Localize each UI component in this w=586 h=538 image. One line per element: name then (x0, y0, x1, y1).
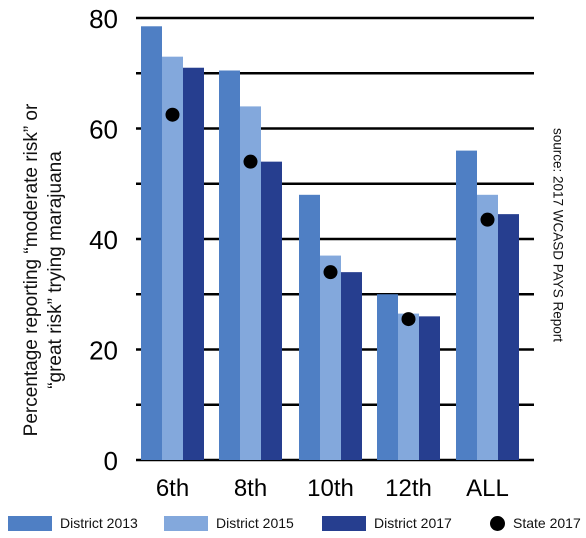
y-axis-label-line-1: Percentage reporting “moderate risk” or (21, 103, 42, 437)
legend-swatch-district-2013 (8, 515, 52, 531)
source-text: source: 2017 WCASD PAYS Report (550, 127, 566, 343)
y-tick-label-60: 60 (89, 115, 118, 145)
legend: District 2013 District 2015 District 201… (0, 510, 586, 536)
marker-state-2017-10th (323, 265, 338, 280)
y-tick-label-80: 80 (89, 4, 118, 34)
legend-label-district-2017: District 2017 (374, 515, 452, 531)
bar-10th-district-2015 (320, 255, 341, 460)
y-axis-label: Percentage reporting “moderate risk” or … (21, 90, 66, 450)
x-tick-label-12th: 12th (385, 475, 432, 502)
legend-label-district-2013: District 2013 (60, 515, 138, 531)
bar-all-district-2013 (456, 150, 477, 460)
legend-marker-state-2017 (490, 515, 505, 531)
source-note: source: 2017 WCASD PAYS Report (548, 100, 568, 370)
legend-item-state-2017: State 2017 (490, 510, 581, 536)
bar-chart: 0 20 40 60 80 6th 8th 10th 12th ALL (89, 4, 534, 502)
legend-label-state-2017: State 2017 (513, 515, 581, 531)
bars (141, 26, 519, 461)
y-tick-label-40: 40 (89, 225, 118, 255)
legend-item-district-2017: District 2017 (322, 510, 452, 536)
x-tick-label-8th: 8th (234, 475, 267, 502)
bar-12th-district-2013 (377, 294, 398, 460)
bar-6th-district-2013 (141, 26, 162, 460)
y-tick-label-0: 0 (104, 446, 118, 476)
legend-item-district-2015: District 2015 (164, 510, 294, 536)
legend-swatch-district-2017 (322, 515, 366, 531)
marker-state-2017-12th (401, 312, 416, 327)
legend-item-district-2013: District 2013 (8, 510, 138, 536)
marker-state-2017-8th (243, 154, 258, 169)
legend-swatch-district-2015 (164, 515, 208, 531)
legend-label-district-2015: District 2015 (216, 515, 294, 531)
bar-8th-district-2017 (261, 161, 282, 460)
y-tick-label-20: 20 (89, 336, 118, 366)
bar-6th-district-2015 (162, 56, 183, 461)
bar-all-district-2015 (477, 194, 498, 461)
y-axis-label-line-2: “great risk” trying marajuana (45, 151, 66, 389)
y-tick-labels: 0 20 40 60 80 (89, 4, 118, 476)
bar-6th-district-2017 (183, 67, 204, 460)
marker-state-2017-6th (165, 107, 180, 122)
marker-state-2017-all (480, 212, 495, 227)
bar-12th-district-2015 (398, 313, 419, 460)
x-tick-label-10th: 10th (307, 475, 354, 502)
bar-12th-district-2017 (419, 316, 440, 460)
x-tick-labels: 6th 8th 10th 12th ALL (156, 475, 509, 502)
x-tick-label-all: ALL (466, 475, 509, 502)
bar-all-district-2017 (498, 214, 519, 460)
bar-8th-district-2013 (219, 70, 240, 461)
state-markers (165, 107, 495, 327)
bar-10th-district-2013 (299, 194, 320, 461)
bar-8th-district-2015 (240, 106, 261, 461)
x-tick-label-6th: 6th (156, 475, 189, 502)
bar-10th-district-2017 (341, 272, 362, 460)
